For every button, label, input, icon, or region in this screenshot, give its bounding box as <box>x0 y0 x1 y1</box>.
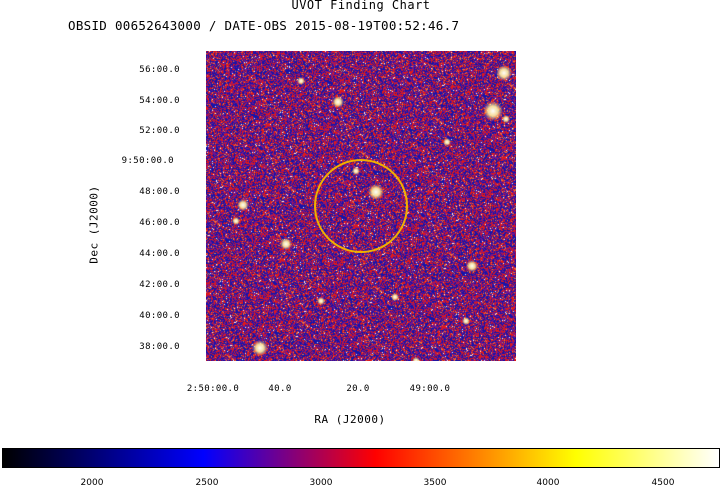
colorbar-tick-label: 4000 <box>536 478 560 488</box>
ra-tick-label: 40.0 <box>268 384 292 394</box>
sky-image <box>206 51 516 361</box>
dec-tick-label: 54:00.0 <box>139 96 180 106</box>
ra-tick-label: 49:00.0 <box>409 384 451 394</box>
dec-tick-label: 52:00.0 <box>139 126 180 136</box>
ra-tick-label: 2:50:00.0 <box>186 384 240 394</box>
dec-tick-label: 56:00.0 <box>139 65 180 75</box>
dec-axis-label: Dec (J2000) <box>87 185 101 264</box>
colorbar-tick-label: 2000 <box>80 478 104 488</box>
colorbar-tick-label: 3500 <box>423 478 447 488</box>
dec-tick-label: 44:00.0 <box>139 249 180 259</box>
dec-tick-label: 48:00.0 <box>139 187 180 197</box>
sky-image-pixels <box>206 51 516 361</box>
ra-axis-label: RA (J2000) <box>314 413 386 426</box>
dec-tick-label: 9:50:00.0 <box>121 156 174 166</box>
colorbar-tick-label: 2500 <box>195 478 219 488</box>
chart-subtitle: OBSID 00652643000 / DATE-OBS 2015-08-19T… <box>68 18 460 33</box>
dec-tick-label: 38:00.0 <box>139 342 180 352</box>
dec-tick-label: 40:00.0 <box>139 311 180 321</box>
colorbar <box>2 448 720 468</box>
colorbar-tick-label: 3000 <box>309 478 333 488</box>
chart-title: UVOT Finding Chart <box>291 0 431 12</box>
colorbar-tick-label: 4500 <box>651 478 675 488</box>
dec-tick-label: 42:00.0 <box>139 280 180 290</box>
ra-tick-label: 20.0 <box>346 384 370 394</box>
dec-tick-label: 46:00.0 <box>139 218 180 228</box>
